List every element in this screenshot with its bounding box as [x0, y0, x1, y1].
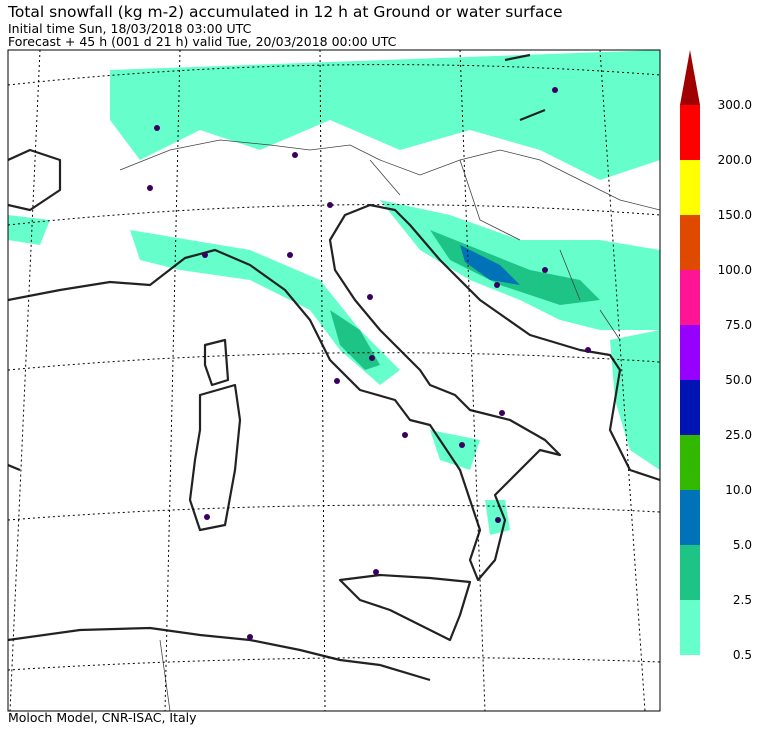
colorbar-segment	[680, 545, 700, 600]
graticule	[8, 50, 660, 711]
snow-area	[8, 215, 50, 245]
snow-area	[130, 230, 400, 385]
map	[7, 49, 661, 712]
colorbar-label: 2.5	[733, 593, 752, 607]
colorbar-segment	[680, 105, 700, 160]
colorbar-label: 25.0	[725, 428, 752, 442]
coastline	[8, 148, 62, 212]
colorbar-segment	[680, 270, 700, 325]
coastline	[338, 573, 472, 642]
border	[119, 139, 660, 711]
snow-area	[460, 245, 520, 285]
coastline	[203, 338, 230, 387]
colorbar-segment	[680, 380, 700, 435]
colorbar-label: 150.0	[718, 208, 752, 222]
coastline	[188, 383, 242, 532]
colorbar-arrow	[680, 50, 700, 105]
colorbar-label: 10.0	[725, 483, 752, 497]
colorbar-segment	[680, 490, 700, 545]
cities	[147, 87, 591, 640]
coastline	[8, 53, 546, 472]
colorbar: 0.5 2.5 5.0 10.0 25.0 50.0 75.0 100.0 150.0 200.0…	[680, 50, 752, 662]
map-frame	[7, 49, 661, 712]
colorbar-label: 200.0	[718, 153, 752, 167]
colorbar-label: 5.0	[733, 538, 752, 552]
snow-area	[330, 310, 380, 370]
colorbar-segment	[680, 215, 700, 270]
colorbar-segment	[680, 160, 700, 215]
initial-time: Initial time Sun, 18/03/2018 03:00 UTC	[8, 21, 252, 36]
credit: Moloch Model, CNR-ISAC, Italy	[8, 710, 197, 725]
colorbar-label: 75.0	[725, 318, 752, 332]
colorbar-label: 50.0	[725, 373, 752, 387]
forecast-time: Forecast + 45 h (001 d 21 h) valid Tue, …	[8, 34, 397, 49]
coastline	[8, 626, 431, 682]
colorbar-segment	[680, 600, 700, 655]
colorbar-label: 300.0	[718, 98, 752, 112]
snow-area	[430, 430, 480, 470]
colorbar-label: 0.5	[733, 648, 752, 662]
colorbar-segment	[680, 325, 700, 380]
coastline	[8, 203, 660, 582]
snow-area	[430, 230, 600, 305]
snow-area	[110, 50, 660, 180]
title: Total snowfall (kg m-2) accumulated in 1…	[7, 3, 563, 21]
colorbar-segment	[680, 435, 700, 490]
colorbar-label: 100.0	[718, 263, 752, 277]
snow-area	[610, 330, 660, 470]
